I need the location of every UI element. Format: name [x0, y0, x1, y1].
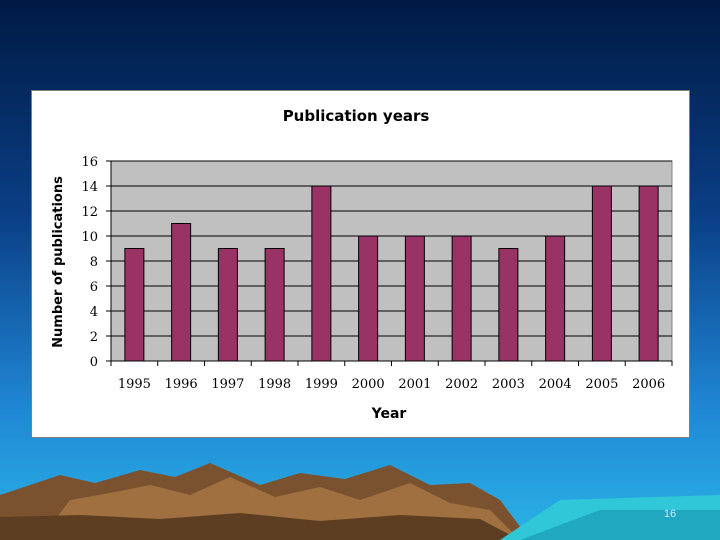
bar-2003	[498, 248, 519, 362]
tick-labels: 0 2 4 6 8 10 12 14 16 1995 1996 1997 1998 1999 2000 200…	[81, 155, 665, 392]
x-tick-label: 2001	[398, 377, 431, 392]
bar-2002	[451, 235, 472, 362]
x-axis-label: Year	[371, 406, 407, 422]
bars	[124, 185, 659, 362]
x-tick-label: 1995	[118, 377, 151, 392]
gridlines	[111, 160, 672, 337]
bar-1997	[217, 248, 238, 362]
x-tick-label: 2004	[539, 377, 572, 392]
x-tick-label: 1996	[165, 377, 198, 392]
y-tick-label: 4	[90, 305, 98, 320]
y-tick-label: 14	[81, 180, 98, 195]
y-tick-label: 8	[90, 255, 98, 270]
bar-2006	[638, 185, 659, 362]
y-tick-label: 6	[90, 280, 98, 295]
y-tick-label: 2	[90, 330, 98, 345]
x-tick-label: 2000	[352, 377, 385, 392]
chart-title: Publication years	[283, 107, 430, 125]
x-tick-label: 1998	[258, 377, 291, 392]
bar-2005	[591, 185, 612, 362]
chart-panel: Publication years Number of publications…	[31, 90, 690, 438]
bar-2000	[358, 235, 379, 362]
y-tick-label: 10	[81, 230, 98, 245]
x-tick-label: 2005	[585, 377, 618, 392]
axes	[106, 160, 673, 366]
bar-chart: Publication years Number of publications…	[51, 107, 673, 422]
x-tick-label: 2002	[445, 377, 478, 392]
bar-1995	[124, 248, 145, 362]
x-tick-label: 1999	[305, 377, 338, 392]
x-tick-label: 2006	[632, 377, 665, 392]
x-tick-label: 1997	[211, 377, 244, 392]
mountain-landscape	[0, 463, 720, 540]
y-tick-label: 12	[81, 205, 98, 220]
slide-number: 16	[663, 508, 677, 520]
bar-1999	[311, 185, 332, 362]
bar-1996	[171, 223, 192, 362]
y-tick-label: 0	[90, 355, 98, 370]
x-tick-label: 2003	[492, 377, 525, 392]
y-axis-label: Number of publications	[51, 176, 66, 348]
y-tick-label: 16	[81, 155, 98, 170]
bar-2001	[404, 235, 425, 362]
bar-1998	[264, 248, 285, 362]
bar-2004	[545, 235, 566, 362]
